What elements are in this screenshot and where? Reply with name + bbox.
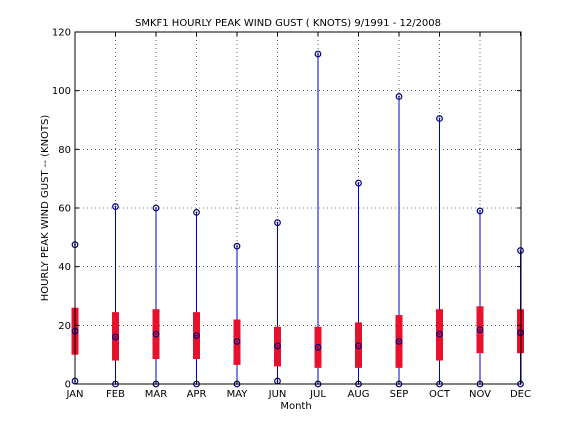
x-tick-label: MAY [227, 389, 249, 400]
x-tick-label: FEB [106, 389, 125, 400]
max-marker [193, 208, 200, 216]
y-tick-label: 80 [58, 145, 71, 156]
y-axis-label: HOURLY PEAK WIND GUST -- (KNOTS) [40, 115, 51, 302]
x-tick-label: MAR [145, 389, 167, 400]
box-apr [193, 208, 200, 388]
median-marker-dot [357, 344, 360, 347]
max-marker [476, 207, 484, 215]
y-tick-label: 0 [65, 380, 71, 391]
max-marker [314, 50, 322, 58]
median-marker-dot [317, 346, 319, 349]
median-marker [112, 333, 119, 341]
max-marker-dot [276, 221, 279, 224]
median-marker [436, 330, 443, 338]
median-marker-dot [438, 333, 441, 336]
median-marker [314, 343, 322, 351]
y-axis-ticks: 0 20 40 60 80 100 120 [52, 28, 521, 391]
max-marker-dot [479, 210, 481, 212]
median-marker [233, 338, 241, 345]
median-marker-dot [195, 334, 198, 337]
median-marker [395, 338, 403, 345]
max-marker [436, 115, 443, 122]
x-tick-label: JUN [268, 389, 287, 400]
median-marker-dot [236, 340, 238, 343]
median-marker-dot [155, 333, 157, 336]
y-tick-label: 100 [52, 86, 71, 97]
box-jun [274, 219, 281, 385]
max-marker-dot [438, 117, 441, 120]
max-marker [112, 203, 119, 210]
max-marker-dot [357, 182, 360, 184]
max-marker-dot [195, 211, 198, 214]
y-tick-label: 120 [52, 28, 71, 39]
max-marker [355, 179, 362, 187]
x-tick-label: DEC [510, 389, 531, 400]
max-marker [395, 93, 403, 100]
median-marker [152, 330, 160, 338]
chart-title: SMKF1 HOURLY PEAK WIND GUST ( KNOTS) 9/1… [135, 18, 441, 29]
median-marker-dot [398, 340, 400, 343]
x-axis-ticks: JAN FEB MAR APR MAY JUN JUL AUG SEP OCT NOV DEC [65, 32, 531, 400]
box-mar [152, 204, 160, 388]
box-nov [476, 207, 484, 388]
max-marker-dot [155, 207, 157, 209]
max-marker [152, 204, 160, 212]
median-marker-dot [276, 344, 279, 347]
median-marker [355, 342, 362, 350]
x-tick-label: SEP [390, 389, 409, 400]
max-marker [274, 219, 281, 227]
x-tick-label: OCT [429, 389, 451, 400]
median-marker [193, 332, 200, 340]
y-tick-label: 40 [58, 262, 71, 273]
x-tick-label: JUL [309, 389, 326, 400]
x-tick-label: AUG [348, 389, 370, 400]
max-marker-dot [398, 95, 400, 98]
median-marker [274, 342, 281, 350]
x-axis-label: Month [280, 401, 311, 412]
y-tick-label: 60 [58, 204, 71, 215]
x-tick-label: NOV [469, 389, 491, 400]
x-tick-label: JAN [65, 389, 83, 400]
median-marker [476, 326, 484, 334]
median-marker-dot [479, 328, 481, 331]
max-marker [233, 242, 241, 250]
max-marker-dot [114, 205, 117, 208]
x-tick-label: APR [187, 389, 207, 400]
max-marker-dot [236, 245, 238, 248]
y-tick-label: 20 [58, 321, 71, 332]
median-marker-dot [114, 336, 117, 338]
max-marker-dot [317, 53, 319, 55]
